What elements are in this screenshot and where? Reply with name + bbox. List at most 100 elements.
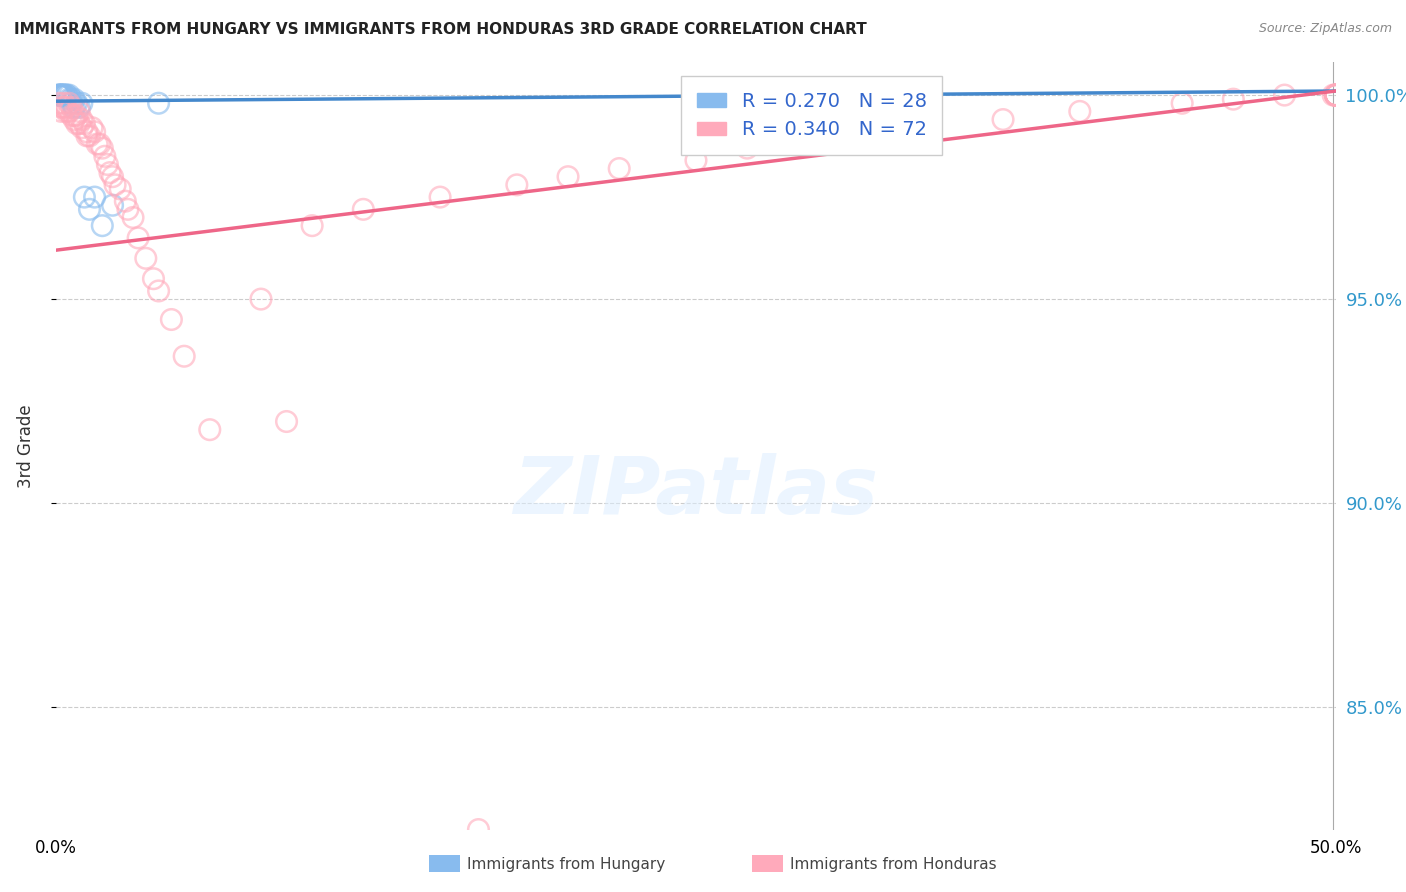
Point xyxy=(52,88,75,103)
Point xyxy=(148,96,170,111)
Point xyxy=(67,100,90,114)
Text: Immigrants from Hungary: Immigrants from Hungary xyxy=(467,857,665,871)
Point xyxy=(51,88,73,103)
Point xyxy=(52,88,75,103)
Point xyxy=(76,128,98,143)
Text: IMMIGRANTS FROM HUNGARY VS IMMIGRANTS FROM HONDURAS 3RD GRADE CORRELATION CHART: IMMIGRANTS FROM HUNGARY VS IMMIGRANTS FR… xyxy=(14,22,868,37)
Y-axis label: 3rd Grade: 3rd Grade xyxy=(17,404,35,488)
Point xyxy=(60,108,83,122)
Point xyxy=(52,88,75,103)
Point xyxy=(148,284,170,298)
Point xyxy=(73,117,96,131)
Point xyxy=(101,169,124,184)
Point xyxy=(70,112,93,127)
Point xyxy=(52,100,75,114)
Point xyxy=(51,88,73,103)
Point xyxy=(1324,88,1347,103)
Point xyxy=(55,88,77,103)
Point xyxy=(127,231,149,245)
Point xyxy=(685,153,707,168)
Point xyxy=(160,312,183,326)
Point xyxy=(301,219,323,233)
Point xyxy=(1324,88,1347,103)
Point xyxy=(557,169,579,184)
Point xyxy=(915,120,938,135)
Point xyxy=(58,88,80,103)
Point xyxy=(48,88,70,103)
Point xyxy=(83,125,105,139)
Point xyxy=(51,104,73,119)
Point xyxy=(122,211,145,225)
Legend: R = 0.270   N = 28, R = 0.340   N = 72: R = 0.270 N = 28, R = 0.340 N = 72 xyxy=(682,76,942,155)
Point xyxy=(58,96,80,111)
Point xyxy=(48,96,70,111)
Point xyxy=(1222,92,1244,106)
Point xyxy=(76,125,98,139)
Point xyxy=(86,136,108,151)
Point xyxy=(63,92,86,106)
Text: Immigrants from Honduras: Immigrants from Honduras xyxy=(790,857,997,871)
Point xyxy=(63,100,86,114)
Point xyxy=(863,88,886,103)
Point xyxy=(60,100,83,114)
Point xyxy=(58,92,80,106)
Point xyxy=(1324,88,1347,103)
Point xyxy=(83,190,105,204)
Point xyxy=(1324,88,1347,103)
Point xyxy=(48,88,70,103)
Point xyxy=(70,120,93,135)
Point xyxy=(51,100,73,114)
Point xyxy=(52,96,75,111)
Point xyxy=(429,190,451,204)
Point xyxy=(67,117,90,131)
Point xyxy=(467,822,489,837)
Point xyxy=(506,178,529,192)
Point xyxy=(94,149,117,163)
Point xyxy=(1324,88,1347,103)
Point xyxy=(352,202,374,217)
Point xyxy=(117,202,139,217)
Point xyxy=(101,198,124,212)
Text: ZIPatlas: ZIPatlas xyxy=(513,453,879,531)
Point xyxy=(735,141,758,155)
Point xyxy=(1274,88,1296,103)
Point xyxy=(104,178,127,192)
Point xyxy=(98,166,121,180)
Point xyxy=(96,157,118,171)
Point xyxy=(91,219,114,233)
Point xyxy=(66,108,89,122)
Point xyxy=(89,136,111,151)
Point xyxy=(63,112,86,127)
Point xyxy=(48,88,70,103)
Point xyxy=(173,349,195,363)
Point xyxy=(607,161,630,176)
Point xyxy=(60,92,83,106)
Point xyxy=(1171,96,1194,111)
Point xyxy=(55,104,77,119)
Point xyxy=(73,190,96,204)
Point xyxy=(79,202,101,217)
Point xyxy=(51,88,73,103)
Point xyxy=(91,141,114,155)
Point xyxy=(787,136,810,151)
Point xyxy=(135,252,157,266)
Text: Source: ZipAtlas.com: Source: ZipAtlas.com xyxy=(1258,22,1392,36)
Point xyxy=(1324,88,1347,103)
Point xyxy=(79,128,101,143)
Point xyxy=(198,423,221,437)
Point xyxy=(51,88,73,103)
Point xyxy=(70,96,93,111)
Point xyxy=(1069,104,1091,119)
Point xyxy=(1322,88,1344,103)
Point xyxy=(60,96,83,111)
Point xyxy=(110,182,132,196)
Point xyxy=(142,271,165,285)
Point xyxy=(55,100,77,114)
Point xyxy=(1324,88,1347,103)
Point xyxy=(80,120,103,135)
Point xyxy=(276,415,298,429)
Point xyxy=(66,117,89,131)
Point xyxy=(63,108,86,122)
Point xyxy=(55,88,77,103)
Point xyxy=(58,104,80,119)
